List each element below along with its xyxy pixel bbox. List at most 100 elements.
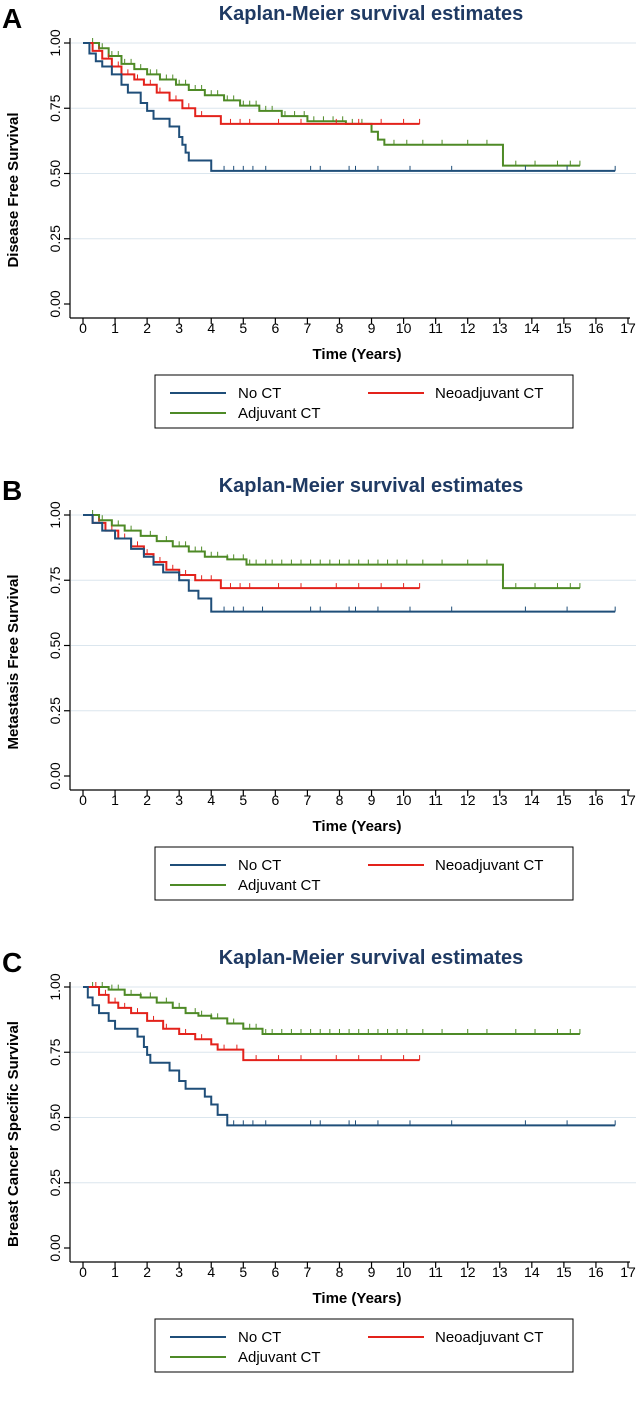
x-tick-label: 9 — [368, 1264, 376, 1280]
legend-label: Neoadjuvant CT — [435, 385, 543, 402]
x-tick-label: 13 — [492, 792, 508, 808]
survival-step-line — [83, 42, 580, 167]
y-tick-label: 1.00 — [47, 29, 63, 56]
x-tick-label: 13 — [492, 1264, 508, 1280]
x-tick-label: 8 — [336, 320, 344, 336]
chart-title: Kaplan-Meier survival estimates — [219, 475, 524, 497]
legend-label: Adjuvant CT — [238, 877, 321, 894]
x-tick-label: 3 — [175, 1264, 183, 1280]
x-axis-label: Time (Years) — [313, 346, 402, 363]
survival-step-line — [83, 986, 420, 1062]
x-tick-label: 17 — [620, 792, 636, 808]
legend-label: Adjuvant CT — [238, 1349, 321, 1366]
survival-step-line — [83, 514, 420, 590]
x-tick-label: 0 — [79, 1264, 87, 1280]
x-tick-label: 14 — [524, 320, 540, 336]
y-tick-label: 0.75 — [47, 1038, 63, 1065]
y-tick-label: 0.00 — [47, 762, 63, 789]
series-neoadjuvant-ct — [83, 42, 421, 125]
survival-step-line — [83, 42, 616, 172]
x-tick-label: 10 — [396, 320, 412, 336]
x-tick-label: 11 — [428, 792, 443, 808]
legend-label: Neoadjuvant CT — [435, 857, 543, 874]
x-tick-label: 0 — [79, 792, 87, 808]
legend-label: No CT — [238, 857, 281, 874]
x-tick-label: 5 — [239, 320, 247, 336]
y-tick-label: 0.25 — [47, 1169, 63, 1196]
x-tick-label: 9 — [368, 792, 376, 808]
survival-step-line — [83, 514, 616, 613]
x-tick-label: 16 — [588, 792, 604, 808]
legend-box — [154, 374, 574, 429]
x-tick-label: 10 — [396, 792, 412, 808]
km-chart-c: C Kaplan-Meier survival estimates 0.00 0.25… — [2, 947, 636, 1373]
x-tick-label: 12 — [460, 792, 476, 808]
x-tick-label: 16 — [588, 320, 604, 336]
x-tick-label: 2 — [143, 792, 151, 808]
x-tick-label: 14 — [524, 792, 540, 808]
x-tick-label: 9 — [368, 320, 376, 336]
legend-label: No CT — [238, 385, 281, 402]
series-no-ct — [83, 514, 616, 613]
series-no-ct — [83, 986, 616, 1127]
survival-step-line — [83, 986, 580, 1035]
y-tick-label: 0.50 — [47, 632, 63, 659]
legend-box — [154, 846, 574, 901]
y-axis-label: Breast Cancer Specific Survival — [5, 1021, 22, 1247]
y-tick-label: 1.00 — [47, 501, 63, 528]
x-tick-label: 15 — [556, 792, 572, 808]
legend: No CT Neoadjuvant CT Adjuvant CT — [154, 846, 574, 901]
series-neoadjuvant-ct — [83, 514, 421, 590]
legend: No CT Neoadjuvant CT Adjuvant CT — [154, 1318, 574, 1373]
y-tick-label: 0.75 — [47, 94, 63, 121]
chart-panel-a: A Kaplan-Meier survival estimates 0.00 0.25… — [0, 0, 640, 472]
panel-letter: C — [2, 947, 22, 978]
x-tick-label: 4 — [207, 1264, 215, 1280]
survival-step-line — [83, 42, 420, 125]
legend-box — [154, 1318, 574, 1373]
x-tick-label: 15 — [556, 320, 572, 336]
x-tick-label: 7 — [304, 1264, 312, 1280]
chart-title: Kaplan-Meier survival estimates — [219, 3, 524, 25]
series-adjuvant-ct — [83, 38, 581, 167]
x-tick-label: 1 — [111, 792, 119, 808]
x-tick-label: 17 — [620, 1264, 636, 1280]
x-tick-label: 5 — [239, 1264, 247, 1280]
panel-letter: B — [2, 475, 22, 506]
series-adjuvant-ct — [83, 982, 581, 1035]
x-tick-label: 5 — [239, 792, 247, 808]
y-tick-label: 0.50 — [47, 160, 63, 187]
y-tick-label: 0.00 — [47, 1234, 63, 1261]
y-tick-label: 0.50 — [47, 1104, 63, 1131]
x-tick-label: 12 — [460, 1264, 476, 1280]
y-tick-label: 1.00 — [47, 973, 63, 1000]
x-tick-label: 4 — [207, 320, 215, 336]
km-chart-a: A Kaplan-Meier survival estimates 0.00 0.25… — [2, 3, 636, 429]
x-tick-label: 7 — [304, 320, 312, 336]
x-tick-label: 3 — [175, 792, 183, 808]
survival-step-line — [83, 514, 580, 590]
x-tick-label: 6 — [271, 320, 279, 336]
legend-label: No CT — [238, 1329, 281, 1346]
x-tick-label: 11 — [428, 1264, 443, 1280]
chart-title: Kaplan-Meier survival estimates — [219, 947, 524, 969]
x-tick-label: 12 — [460, 320, 476, 336]
y-tick-label: 0.75 — [47, 566, 63, 593]
x-tick-label: 16 — [588, 1264, 604, 1280]
series-adjuvant-ct — [83, 510, 581, 590]
x-tick-label: 0 — [79, 320, 87, 336]
y-axis-label: Disease Free Survival — [5, 112, 22, 267]
x-tick-label: 6 — [271, 792, 279, 808]
x-tick-label: 2 — [143, 1264, 151, 1280]
series-neoadjuvant-ct — [83, 982, 421, 1062]
x-axis-label: Time (Years) — [313, 818, 402, 835]
x-tick-label: 4 — [207, 792, 215, 808]
legend: No CT Neoadjuvant CT Adjuvant CT — [154, 374, 574, 429]
chart-panel-c: C Kaplan-Meier survival estimates 0.00 0.25… — [0, 944, 640, 1416]
km-chart-b: B Kaplan-Meier survival estimates 0.00 0.25… — [2, 475, 636, 901]
x-tick-label: 8 — [336, 1264, 344, 1280]
x-tick-label: 10 — [396, 1264, 412, 1280]
y-tick-label: 0.25 — [47, 697, 63, 724]
x-tick-label: 6 — [271, 1264, 279, 1280]
x-tick-label: 1 — [111, 1264, 119, 1280]
